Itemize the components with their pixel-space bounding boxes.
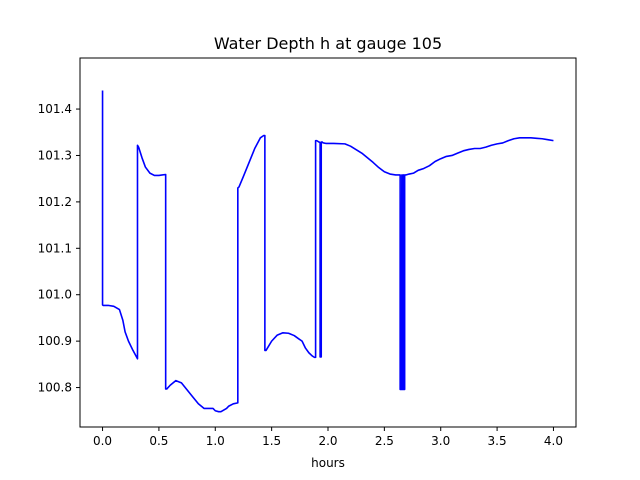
y-tick-label: 101.0 — [38, 288, 72, 302]
y-tick-label: 101.4 — [38, 102, 72, 116]
y-tick-label: 101.3 — [38, 148, 72, 162]
series-line-water-depth — [101, 90, 554, 413]
y-tick-label: 101.2 — [38, 195, 72, 209]
x-tick-label: 2.5 — [375, 434, 394, 448]
x-tick-label: 3.5 — [488, 434, 507, 448]
x-tick-label: 1.5 — [262, 434, 281, 448]
y-axis: 100.8 100.9 101.0 101.1 101.2 101.3 101.4 — [38, 102, 80, 395]
y-tick-label: 100.8 — [38, 381, 72, 395]
x-axis-label: hours — [311, 456, 345, 470]
y-tick-label: 101.1 — [38, 241, 72, 255]
x-tick-label: 4.0 — [544, 434, 563, 448]
x-axis: 0.0 0.5 1.0 1.5 2.0 2.5 3.0 3.5 4.0 — [93, 427, 563, 448]
chart-title: Water Depth h at gauge 105 — [214, 34, 442, 53]
x-tick-label: 0.5 — [149, 434, 168, 448]
x-tick-label: 1.0 — [206, 434, 225, 448]
y-tick-label: 100.9 — [38, 334, 72, 348]
x-tick-label: 3.0 — [431, 434, 450, 448]
x-tick-label: 0.0 — [93, 434, 112, 448]
x-tick-label: 2.0 — [318, 434, 337, 448]
